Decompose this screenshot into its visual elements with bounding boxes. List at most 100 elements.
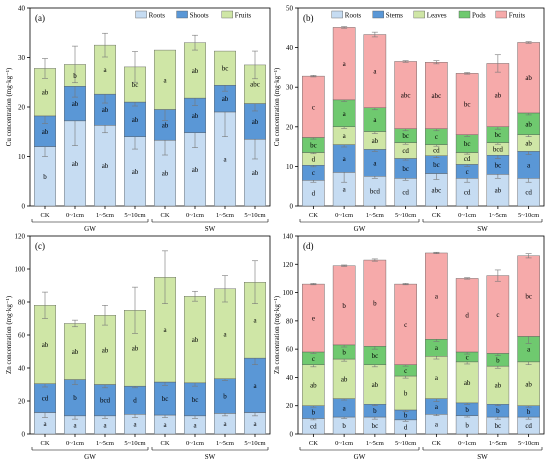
significance-letter: bc [525, 293, 532, 301]
significance-letter: a [435, 421, 439, 429]
x-tick-label: 0~1cm [335, 212, 353, 219]
legend-label: Shoots [190, 12, 209, 20]
significance-letter: ab [102, 106, 109, 114]
significance-letter: ab [132, 116, 139, 124]
significance-letter: ab [222, 95, 229, 103]
x-tick-label: 0~1cm [458, 440, 476, 447]
significance-letter: a [193, 421, 197, 429]
x-tick-label: CK [309, 212, 318, 219]
significance-letter: ab [341, 375, 348, 383]
group-label: SW [205, 225, 216, 233]
significance-letter: d [312, 155, 316, 163]
significance-letter: d [465, 312, 469, 320]
y-tick-label: 20 [286, 123, 294, 131]
y-tick-label: 120 [15, 233, 26, 241]
y-tick-label: 20 [18, 398, 26, 406]
significance-letter: ab [162, 121, 169, 129]
significance-letter: ab [525, 140, 532, 148]
significance-letter: b [342, 348, 346, 356]
significance-letter: a [103, 421, 107, 429]
significance-letter: cd [402, 189, 409, 197]
significance-letter: b [342, 302, 346, 310]
significance-letter: b [465, 421, 469, 429]
x-tick-label: CK [309, 440, 318, 447]
significance-letter: cd [402, 147, 409, 155]
legend-swatch [221, 10, 234, 19]
significance-letter: abc [432, 92, 442, 100]
y-tick-label: 40 [18, 365, 26, 373]
y-tick-label: 40 [18, 5, 26, 13]
significance-letter: b [404, 389, 408, 397]
significance-letter: c [312, 355, 315, 363]
significance-letter: a [163, 421, 167, 429]
significance-letter: a [435, 403, 439, 411]
group-label: GW [354, 453, 366, 461]
x-tick-label: 5~10cm [518, 440, 539, 447]
y-tick-label: 30 [286, 84, 294, 92]
y-tick-label: 10 [286, 163, 294, 171]
significance-letter: ab [252, 118, 259, 126]
group-label: SW [477, 225, 488, 233]
bar-segment-fruits [153, 49, 176, 110]
significance-letter: ab [310, 382, 317, 390]
significance-letter: c [404, 367, 407, 375]
significance-letter: d [404, 423, 408, 431]
panel-label: (a) [35, 13, 45, 23]
legend-swatch [135, 10, 147, 19]
y-tick-label: 80 [286, 317, 294, 325]
significance-letter: ab [495, 382, 502, 390]
y-tick-label: 0 [22, 203, 26, 211]
legend-label: Fruits [509, 12, 526, 20]
significance-letter: a [435, 344, 439, 352]
y-tick-label: 20 [18, 104, 26, 112]
legend-swatch [176, 10, 188, 19]
significance-letter: c [466, 353, 469, 361]
significance-letter: abc [432, 186, 442, 194]
significance-letter: c [312, 103, 315, 111]
significance-letter: b [223, 393, 227, 401]
y-tick-label: 0 [290, 431, 294, 439]
significance-letter: b [373, 300, 377, 308]
significance-letter: a [373, 159, 377, 167]
x-tick-label: 1~5cm [366, 440, 384, 447]
significance-letter: bc [464, 140, 471, 148]
significance-letter: a [253, 382, 257, 390]
chart-panel-c: 0 20 40 60 80 100 120 Zn concentration (mg·kg⁻¹… [5, 233, 271, 461]
y-tick-label: 120 [283, 261, 294, 269]
y-tick-label: 30 [18, 54, 26, 62]
significance-letter: bc [372, 352, 379, 360]
y-tick-label: 100 [283, 289, 294, 297]
x-tick-label: CK [432, 440, 441, 447]
x-tick-label: 0~1cm [66, 212, 84, 219]
significance-letter: bc [464, 101, 471, 109]
significance-letter: ab [162, 170, 169, 178]
significance-letter: b [73, 394, 77, 402]
x-tick-label: CK [160, 440, 169, 447]
group-label: SW [205, 453, 216, 461]
significance-letter: ab [102, 346, 109, 354]
x-tick-label: 5~10cm [124, 212, 145, 219]
x-tick-label: 0~1cm [66, 440, 84, 447]
significance-letter: ab [192, 112, 199, 120]
significance-letter: e [312, 315, 315, 323]
y-tick-label: 10 [18, 153, 26, 161]
panel-label: (c) [35, 241, 45, 251]
significance-letter: ab [42, 341, 49, 349]
x-tick-label: 5~10cm [395, 212, 416, 219]
significance-letter: a [343, 60, 347, 68]
plot-frame [297, 7, 545, 207]
significance-letter: bc [132, 81, 139, 89]
group-label: GW [84, 453, 96, 461]
x-tick-label: CK [40, 212, 49, 219]
significance-letter: a [373, 68, 377, 76]
x-tick-label: 5~10cm [124, 440, 145, 447]
significance-letter: a [223, 420, 227, 428]
significance-letter: a [163, 76, 167, 84]
x-tick-label: 5~10cm [518, 212, 539, 219]
significance-letter: ab [132, 168, 139, 176]
significance-letter: a [373, 116, 377, 124]
significance-letter: ab [72, 348, 79, 356]
legend-swatch [458, 10, 471, 19]
significance-letter: d [133, 397, 137, 405]
